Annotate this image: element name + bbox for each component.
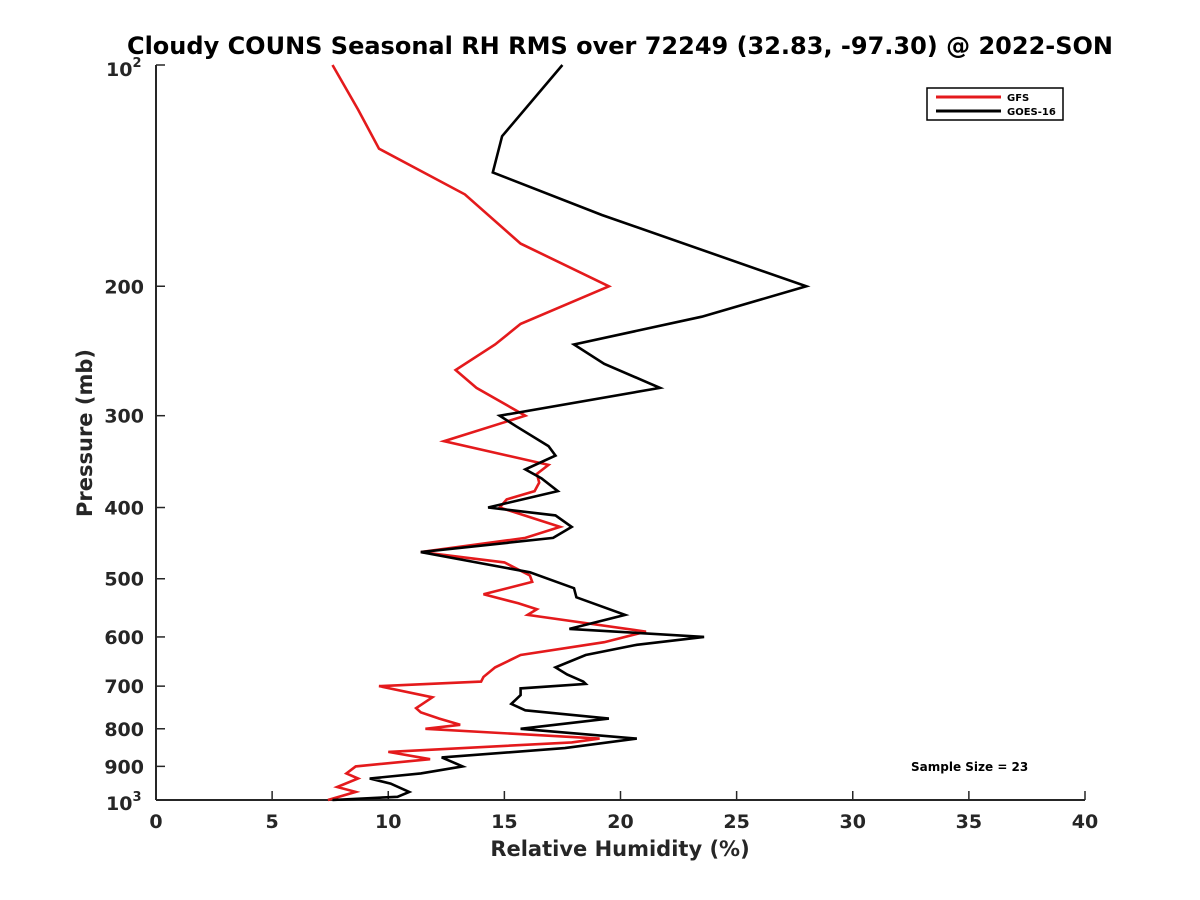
x-axis-label: Relative Humidity (%): [490, 837, 749, 861]
chart-title: Cloudy COUNS Seasonal RH RMS over 72249 …: [127, 32, 1113, 60]
x-tick-label: 10: [375, 811, 401, 833]
y-tick-label: 600: [104, 627, 144, 649]
y-tick-label: 700: [104, 676, 144, 698]
x-axis-ticks: 0 5 10 15 20 25 30 35 40: [149, 791, 1098, 833]
x-tick-label: 15: [491, 811, 517, 833]
x-tick-label: 30: [840, 811, 866, 833]
x-tick-label: 35: [956, 811, 982, 833]
y-tick-label-bottom: 103: [106, 790, 142, 815]
legend: GFS GOES-16: [926, 87, 1064, 121]
y-tick-label: 400: [104, 498, 144, 520]
y-tick-bottom-base: 10: [106, 793, 132, 815]
y-tick-label: 300: [104, 406, 144, 428]
y-tick-top-exponent: 2: [132, 56, 141, 71]
y-axis-ticks: 200 300 400 500 600 700 800 900: [104, 64, 165, 801]
x-tick-label: 0: [149, 811, 162, 833]
series-lines: [327, 64, 811, 802]
y-tick-label: 500: [104, 569, 144, 591]
y-tick-label: 900: [104, 756, 144, 778]
y-tick-label-top: 102: [106, 56, 142, 81]
sample-size-annotation: Sample Size = 23: [911, 760, 1028, 774]
series-line-goes16: [332, 64, 811, 802]
legend-label-gfs: GFS: [1007, 93, 1029, 104]
plot-area: [156, 65, 1085, 800]
x-tick-label: 20: [607, 811, 633, 833]
y-tick-top-base: 10: [106, 59, 132, 81]
y-tick-label: 200: [104, 276, 144, 298]
y-tick-bottom-exponent: 3: [132, 790, 141, 805]
legend-box: [926, 87, 1064, 121]
series-line-gfs: [327, 64, 647, 802]
x-tick-label: 40: [1072, 811, 1098, 833]
y-tick-label: 800: [104, 719, 144, 741]
legend-label-goes16: GOES-16: [1007, 107, 1056, 118]
x-tick-label: 5: [266, 811, 279, 833]
x-tick-label: 25: [723, 811, 749, 833]
y-axis-label: Pressure (mb): [73, 349, 97, 517]
